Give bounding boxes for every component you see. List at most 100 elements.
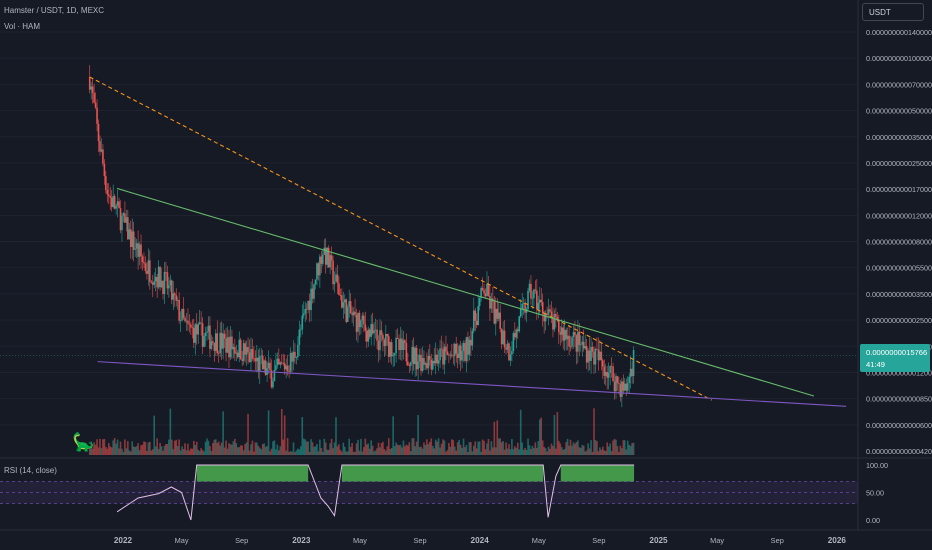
volume-bar bbox=[304, 439, 307, 455]
volume-bar bbox=[105, 446, 107, 455]
candle-body bbox=[533, 289, 535, 299]
volume-bar bbox=[455, 450, 458, 455]
candle-body bbox=[547, 309, 550, 315]
candle-body bbox=[481, 287, 484, 291]
candle-body bbox=[288, 371, 290, 372]
volume-bar bbox=[201, 450, 204, 455]
volume-bar bbox=[524, 447, 526, 455]
volume-bar bbox=[550, 443, 553, 455]
volume-bar bbox=[113, 438, 116, 455]
candle-body bbox=[512, 333, 515, 352]
candle-body bbox=[270, 370, 273, 388]
candle-body bbox=[459, 345, 462, 361]
volume-bar bbox=[355, 443, 358, 455]
currency-button[interactable]: USDT bbox=[862, 3, 924, 21]
volume-bar bbox=[291, 451, 293, 455]
volume-bar bbox=[354, 451, 356, 455]
volume-bar bbox=[157, 449, 160, 455]
candle-body bbox=[254, 358, 257, 362]
candle-body bbox=[470, 339, 472, 346]
candle-body bbox=[399, 338, 402, 351]
candle-body bbox=[314, 279, 317, 285]
volume-bar bbox=[494, 447, 497, 455]
volume-bar bbox=[596, 441, 598, 455]
volume-bar bbox=[475, 448, 478, 455]
volume-bar bbox=[176, 445, 179, 455]
candle-body bbox=[603, 366, 606, 376]
volume-bar bbox=[144, 441, 147, 455]
candle-body bbox=[201, 323, 204, 347]
candle-body bbox=[88, 77, 91, 90]
volume-bar bbox=[577, 440, 579, 455]
candle-body bbox=[584, 346, 587, 349]
volume-bar bbox=[492, 447, 494, 455]
volume-bar bbox=[217, 441, 220, 455]
volume-bar bbox=[606, 442, 608, 455]
price-tick-label: 0.0000000001000000 bbox=[866, 54, 932, 63]
volume-bar bbox=[297, 448, 299, 455]
volume-bar bbox=[346, 451, 349, 455]
volume-bar bbox=[431, 445, 434, 455]
volume-bar bbox=[134, 447, 136, 455]
volume-bar bbox=[182, 449, 185, 455]
volume-bar bbox=[187, 443, 189, 455]
volume-bar bbox=[212, 443, 214, 455]
candle-body bbox=[234, 346, 236, 354]
volume-bar bbox=[301, 416, 304, 455]
volume-bar bbox=[220, 442, 223, 455]
candle-body bbox=[176, 299, 179, 301]
volume-bar bbox=[407, 445, 409, 455]
time-tick-label: Sep bbox=[771, 536, 784, 545]
price-tick-label: 0.0000000000025000 bbox=[866, 316, 932, 325]
candle-body bbox=[320, 256, 323, 264]
volume-bar bbox=[93, 442, 95, 455]
price-tick-label: 0.0000000000350000 bbox=[866, 133, 932, 142]
volume-bar bbox=[341, 451, 343, 455]
grid-lines bbox=[0, 31, 858, 426]
candle-body bbox=[559, 332, 562, 335]
candle-body bbox=[527, 290, 529, 310]
candle-body bbox=[560, 327, 563, 335]
volume-bar bbox=[258, 447, 261, 455]
candle-body bbox=[385, 334, 387, 346]
volume-bar bbox=[342, 442, 345, 455]
volume-bar bbox=[566, 438, 569, 455]
candle-body bbox=[429, 355, 431, 360]
volume-bar bbox=[225, 440, 227, 455]
volume-bar bbox=[154, 446, 157, 455]
candle-body bbox=[244, 343, 246, 355]
volume-bar bbox=[364, 438, 367, 455]
candle-body bbox=[465, 337, 468, 361]
candle-body bbox=[453, 343, 456, 356]
candle-body bbox=[165, 272, 167, 273]
volume-bar bbox=[118, 448, 120, 455]
volume-bar bbox=[302, 438, 305, 455]
volume-bar bbox=[188, 450, 191, 455]
volume-bar bbox=[300, 446, 302, 455]
candle-body bbox=[566, 335, 569, 340]
volume-bar bbox=[424, 445, 427, 455]
candle-body bbox=[445, 346, 447, 352]
volume-bar bbox=[241, 445, 243, 455]
volume-bar bbox=[193, 440, 195, 455]
rsi-label: RSI (14, close) bbox=[4, 466, 57, 475]
volume-bar bbox=[497, 438, 500, 455]
candle-body bbox=[132, 231, 135, 250]
volume-bar bbox=[370, 440, 372, 455]
volume-bar bbox=[286, 438, 289, 455]
candle-body bbox=[418, 354, 421, 362]
volume-bar bbox=[210, 451, 213, 455]
candle-body bbox=[247, 347, 249, 353]
volume-bar bbox=[615, 439, 617, 455]
candle-body bbox=[319, 256, 321, 276]
candle-body bbox=[553, 314, 556, 330]
volume-bar bbox=[223, 447, 226, 455]
volume-bar bbox=[162, 450, 164, 455]
volume-bar bbox=[324, 442, 327, 455]
price-tick-label: 0.0000000000008500 bbox=[866, 395, 932, 404]
volume-bar bbox=[106, 448, 109, 455]
candle-body bbox=[245, 347, 248, 355]
volume-bar bbox=[632, 442, 635, 455]
volume-bar bbox=[546, 451, 548, 455]
